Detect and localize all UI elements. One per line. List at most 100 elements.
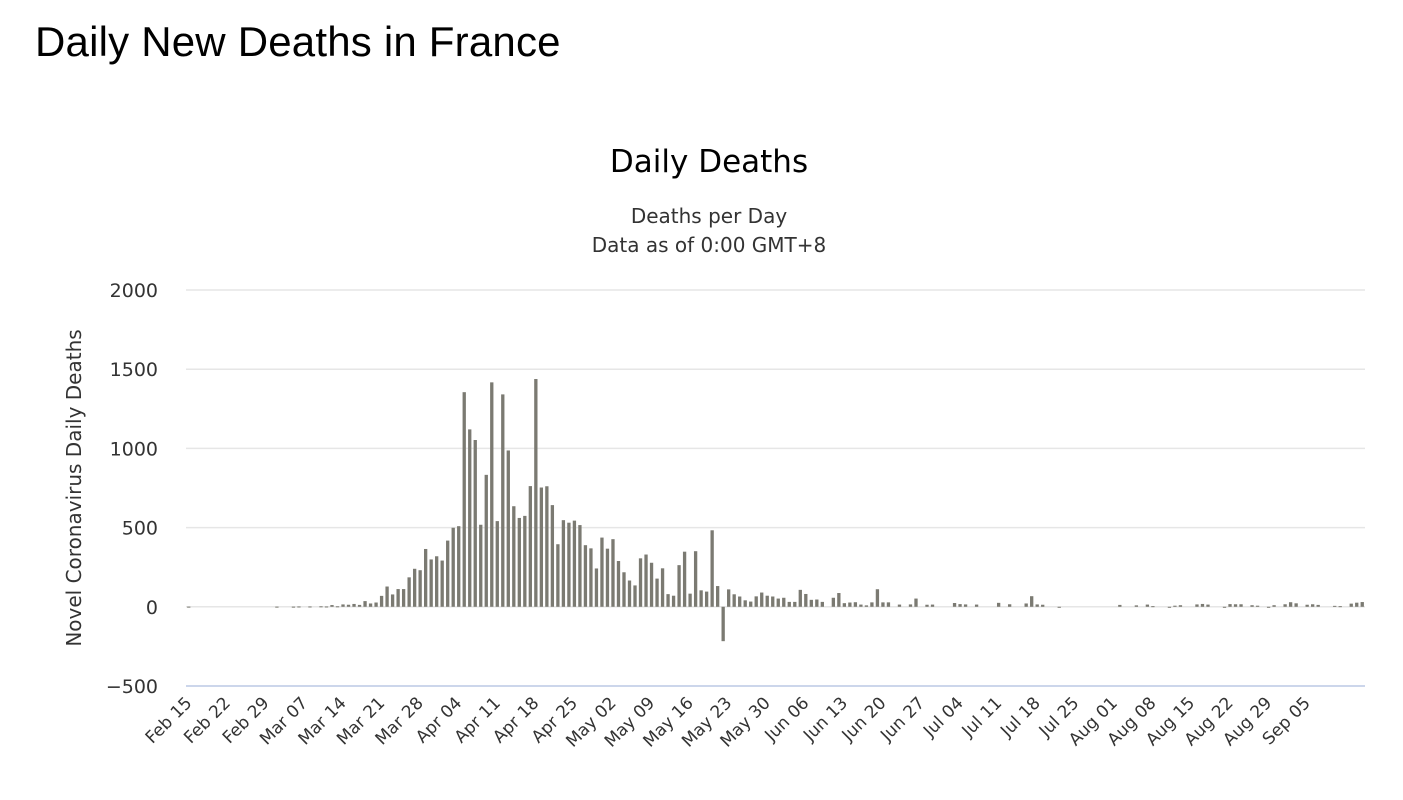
bar[interactable] [468,429,472,607]
bar[interactable] [1206,604,1210,607]
bar[interactable] [842,603,847,607]
bar[interactable] [660,568,665,607]
bar[interactable] [804,593,808,607]
bar[interactable] [798,589,802,607]
bar[interactable] [815,599,819,607]
bar[interactable] [721,606,725,642]
bar[interactable] [710,530,714,607]
bar[interactable] [914,598,918,607]
bar[interactable] [1333,605,1337,607]
bar[interactable] [1167,606,1172,608]
bar[interactable] [600,537,604,607]
bar[interactable] [357,604,362,607]
bar[interactable] [1360,602,1364,607]
bar[interactable] [506,450,510,607]
bar[interactable] [1151,606,1155,608]
bar[interactable] [782,597,786,607]
bar[interactable] [517,517,521,607]
bar[interactable] [749,601,753,607]
bar[interactable] [435,556,439,607]
bar[interactable] [335,606,340,608]
bar[interactable] [743,600,747,607]
bar[interactable] [727,589,731,607]
bar[interactable] [589,548,593,607]
bar[interactable] [473,440,477,607]
bar[interactable] [699,590,703,607]
bar[interactable] [611,539,615,607]
bar[interactable] [479,524,483,607]
bar[interactable] [682,551,687,607]
bar[interactable] [275,606,279,608]
bar[interactable] [412,568,417,607]
bar[interactable] [407,577,411,607]
bar[interactable] [1349,603,1353,607]
bar[interactable] [853,602,858,607]
bar[interactable] [1294,603,1298,607]
bar[interactable] [379,595,384,607]
bar[interactable] [655,578,659,607]
bar[interactable] [1057,606,1061,608]
bar[interactable] [291,606,296,608]
bar[interactable] [793,601,797,607]
bar[interactable] [644,554,648,607]
bar[interactable] [958,604,962,607]
bar[interactable] [1233,604,1238,607]
bar[interactable] [396,589,400,607]
bar[interactable] [187,606,191,608]
bar[interactable] [534,379,538,607]
bar[interactable] [385,586,389,607]
bar[interactable] [512,506,516,607]
bar[interactable] [831,597,836,607]
bar[interactable] [1311,604,1315,607]
bar[interactable] [490,382,494,607]
bar[interactable] [616,561,621,607]
bar[interactable] [550,505,555,607]
bar[interactable] [732,594,736,607]
bar[interactable] [760,592,764,607]
bar[interactable] [688,593,692,607]
bar[interactable] [1118,604,1122,607]
bar[interactable] [319,606,323,608]
bar[interactable] [716,586,720,607]
bar[interactable] [1305,604,1309,607]
bar[interactable] [1316,604,1320,607]
bar[interactable] [677,565,681,607]
bar[interactable] [1266,606,1271,608]
bar[interactable] [771,596,775,607]
bar[interactable] [787,601,791,607]
bar[interactable] [627,580,632,607]
bar[interactable] [605,548,610,607]
bar[interactable] [594,568,599,607]
bar[interactable] [341,604,345,607]
bar[interactable] [952,603,957,607]
bar[interactable] [776,598,780,607]
bar[interactable] [390,594,395,607]
bar[interactable] [963,604,968,607]
bar[interactable] [363,601,367,607]
bar[interactable] [545,486,549,607]
bar[interactable] [556,544,560,607]
bar[interactable] [638,558,643,607]
bar[interactable] [523,515,527,607]
bar[interactable] [330,605,334,607]
bar[interactable] [881,602,885,607]
bar[interactable] [738,596,742,607]
bar[interactable] [446,540,450,607]
bar[interactable] [424,548,428,607]
bar[interactable] [572,520,577,607]
bar[interactable] [1041,604,1045,607]
bar[interactable] [324,606,329,608]
bar[interactable] [1272,605,1276,607]
bar[interactable] [1338,606,1342,608]
bar[interactable] [346,604,351,607]
bar[interactable] [1007,604,1012,607]
bar[interactable] [1255,605,1260,607]
bar[interactable] [649,562,654,607]
bar[interactable] [528,486,532,607]
bar[interactable] [418,570,422,607]
bar[interactable] [1288,602,1293,607]
bar[interactable] [765,595,769,607]
bar[interactable] [501,394,505,607]
bar[interactable] [429,559,433,607]
bar[interactable] [837,593,841,607]
